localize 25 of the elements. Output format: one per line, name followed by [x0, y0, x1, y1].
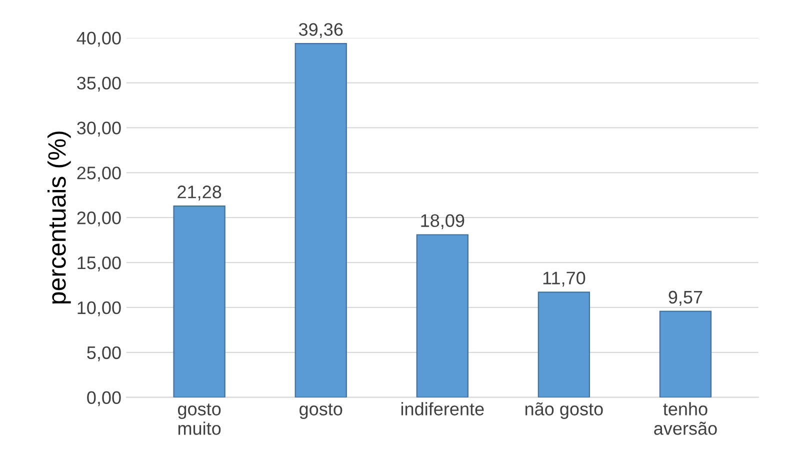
- y-tick-label: 15,00: [78, 256, 121, 272]
- y-tick-label: 30,00: [77, 122, 121, 137]
- bar: [659, 310, 712, 398]
- y-tick-label: 40,00: [76, 32, 121, 47]
- y-tick-label: 35,00: [77, 76, 121, 92]
- y-axis-title: percentuais (%): [48, 132, 71, 304]
- y-tick-label: 5,00: [87, 346, 121, 362]
- data-label: 18,09: [421, 214, 464, 230]
- y-tick-label: 25,00: [77, 166, 121, 182]
- y-tick-label: 20,00: [77, 212, 121, 226]
- x-tick-label: indiferente: [401, 402, 484, 416]
- bar: [294, 43, 347, 398]
- data-label: 9,57: [668, 290, 702, 306]
- x-tick-label: gosto muito: [178, 404, 221, 435]
- y-tick-label: 10,00: [78, 301, 121, 316]
- y-tick-label: 0,00: [87, 391, 121, 406]
- x-tick-label: não gosto: [525, 402, 603, 420]
- data-label: 11,70: [543, 272, 586, 287]
- bar: [173, 206, 226, 398]
- bar: [538, 292, 590, 398]
- data-label: 39,36: [298, 23, 343, 38]
- x-tick-label: tenho aversão: [654, 402, 717, 435]
- bar: [416, 234, 468, 398]
- data-label: 21,28: [178, 186, 222, 200]
- x-tick-label: gosto: [300, 404, 342, 420]
